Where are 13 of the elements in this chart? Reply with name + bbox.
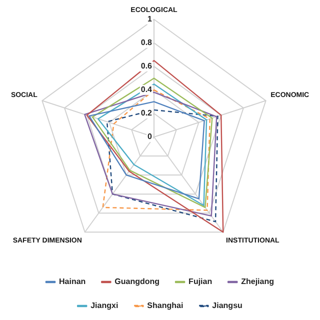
legend-label: Jiangxi bbox=[90, 301, 118, 310]
legend-label: Fujian bbox=[188, 277, 212, 286]
legend-label: Zhejiang bbox=[241, 277, 274, 286]
y-tick-label: 0.8 bbox=[140, 38, 153, 48]
y-tick-label: 0.2 bbox=[140, 108, 153, 118]
y-tick-label: 1 bbox=[148, 14, 153, 24]
legend-label: Guangdong bbox=[114, 277, 160, 286]
y-tick-label: 0.4 bbox=[140, 85, 153, 94]
legend-label: Hainan bbox=[59, 277, 86, 286]
y-tick-label: 0.6 bbox=[140, 62, 153, 71]
y-tick-label: 0 bbox=[148, 132, 153, 142]
legend-label: Shanghai bbox=[147, 301, 184, 310]
legend-label: Jiangsu bbox=[212, 301, 243, 310]
